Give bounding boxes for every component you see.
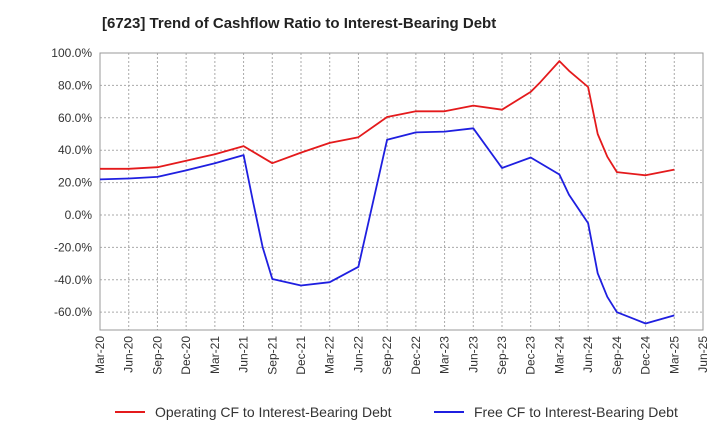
y-tick-label: 60.0% [58,111,92,125]
x-tick-label: Mar-22 [323,336,337,374]
chart-title: [6723] Trend of Cashflow Ratio to Intere… [102,15,497,32]
x-tick-label: Jun-22 [351,336,365,373]
legend-label-free-cf: Free CF to Interest-Bearing Debt [474,404,678,420]
series-line-operating-cf [100,60,675,177]
plot-area-border [99,52,704,331]
x-tick-label: Jun-21 [237,336,251,373]
x-axis-ticks: Mar-20 Jun-20 Sep-20 Dec-20 Mar-21 Jun-21 Sep-… [93,336,710,375]
x-tick-label: Jun-24 [581,336,595,373]
series-lines [99,60,675,325]
series-line-free-cf [99,127,675,325]
x-tick-label: Jun-23 [466,336,480,373]
x-tick-label: Jun-25 [696,336,710,373]
x-tick-label: Sep-22 [380,336,394,375]
y-tick-label: 80.0% [58,78,92,92]
x-tick-label: Dec-20 [179,336,193,375]
x-tick-label: Sep-20 [150,336,164,375]
x-tick-label: Sep-21 [265,336,279,375]
x-tick-label: Dec-21 [294,336,308,375]
y-tick-label: -20.0% [54,240,92,254]
y-tick-label: 100.0% [51,46,92,60]
x-tick-label: Dec-22 [409,336,423,375]
y-tick-label: 0.0% [65,208,93,222]
y-tick-label: 40.0% [58,143,92,157]
legend-item-operating-cf: Operating CF to Interest-Bearing Debt [115,404,392,420]
legend-label-operating-cf: Operating CF to Interest-Bearing Debt [155,404,392,420]
y-tick-label: 20.0% [58,176,92,190]
y-tick-label: -60.0% [54,305,92,319]
x-tick-label: Dec-23 [524,336,538,375]
legend: Operating CF to Interest-Bearing Debt Fr… [0,404,720,426]
legend-item-free-cf: Free CF to Interest-Bearing Debt [434,404,678,420]
y-tick-label: -40.0% [54,273,92,287]
x-tick-label: Jun-20 [122,336,136,373]
x-tick-label: Mar-21 [208,336,222,374]
legend-swatch-free-cf [434,411,464,413]
grid [99,52,704,330]
x-tick-label: Mar-24 [552,336,566,374]
legend-swatch-operating-cf [115,411,145,413]
x-tick-label: Dec-24 [639,336,653,375]
x-tick-label: Mar-23 [438,336,452,374]
x-tick-label: Mar-20 [93,336,107,374]
x-tick-label: Sep-23 [495,336,509,375]
y-axis-ticks: 100.0% 80.0% 60.0% 40.0% 20.0% 0.0% -20.0% -40.… [51,46,92,319]
x-tick-label: Sep-24 [610,336,624,375]
x-tick-label: Mar-25 [667,336,681,374]
